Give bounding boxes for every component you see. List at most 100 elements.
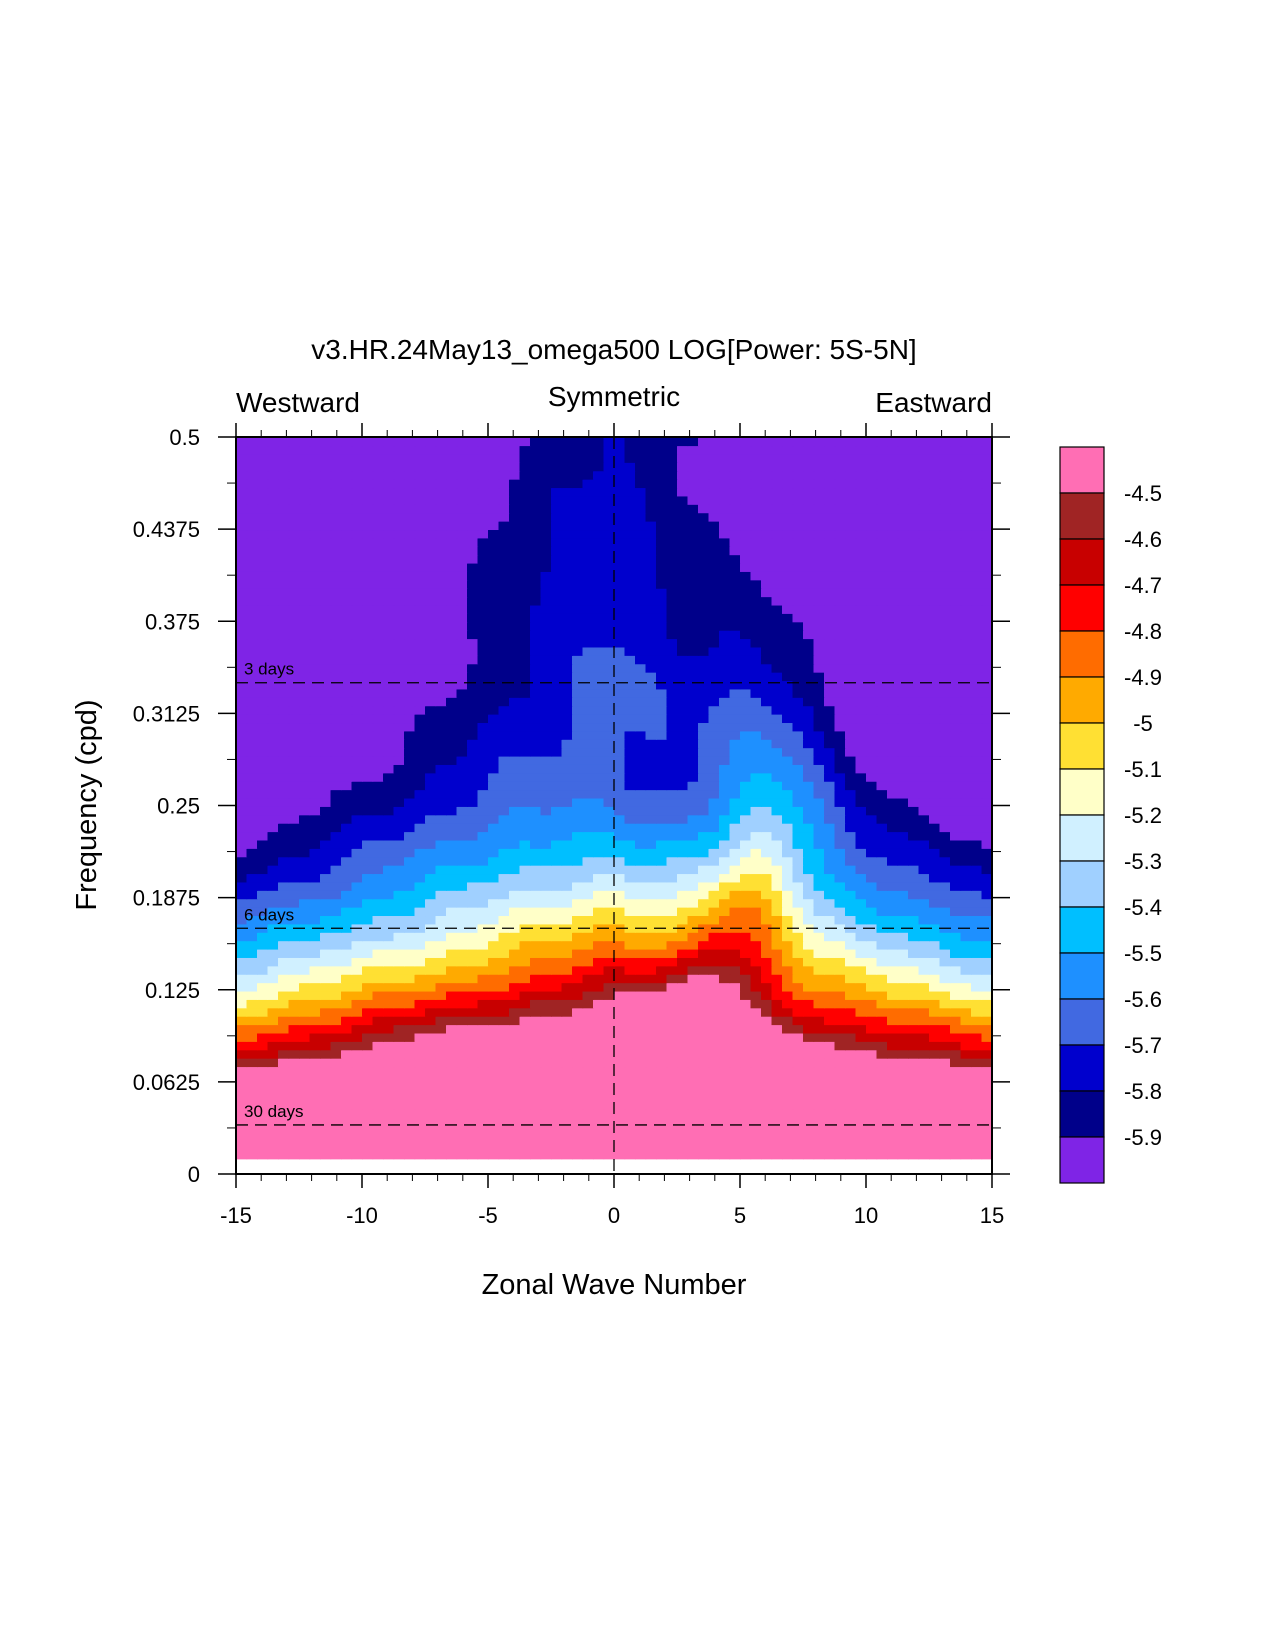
heatmap-cell [792, 797, 804, 807]
heatmap-cell [824, 982, 836, 992]
heatmap-cell [257, 898, 269, 908]
heatmap-cell [845, 646, 857, 656]
heatmap-cell [782, 848, 794, 858]
heatmap-cell [866, 932, 878, 942]
heatmap-cell [267, 965, 279, 975]
heatmap-cell [540, 999, 552, 1009]
heatmap-cell [351, 680, 363, 690]
heatmap-cell [603, 898, 615, 908]
heatmap-cell [572, 688, 584, 698]
heatmap-cell [299, 915, 311, 925]
heatmap-cell [876, 705, 888, 715]
heatmap-cell [929, 1016, 941, 1026]
heatmap-cell [351, 789, 363, 799]
heatmap-cell [362, 1057, 374, 1068]
heatmap-cell [246, 705, 258, 715]
heatmap-cell [467, 772, 479, 782]
heatmap-cell [918, 688, 930, 698]
heatmap-cell [593, 722, 605, 732]
heatmap-cell [393, 1133, 405, 1143]
heatmap-cell [813, 898, 825, 908]
heatmap-cell [299, 663, 311, 673]
heatmap-cell [288, 873, 300, 883]
heatmap-cell [855, 1133, 867, 1143]
heatmap-cell [656, 906, 668, 917]
heatmap-cell [855, 1150, 867, 1160]
heatmap-cell [404, 680, 416, 690]
heatmap-cell [393, 646, 405, 656]
heatmap-cell [561, 1125, 573, 1135]
heatmap-cell [404, 663, 416, 673]
heatmap-cell [687, 974, 699, 984]
heatmap-cell [939, 982, 951, 992]
heatmap-cell [278, 965, 290, 975]
heatmap-cell [645, 948, 657, 958]
heatmap-cell [540, 638, 552, 648]
heatmap-cell [414, 881, 426, 891]
heatmap-cell [498, 898, 510, 908]
heatmap-cell [908, 1091, 920, 1101]
heatmap-cell [908, 890, 920, 900]
heatmap-cell [887, 646, 899, 656]
heatmap-cell [540, 1099, 552, 1110]
heatmap-cell [278, 630, 290, 640]
heatmap-cell [299, 948, 311, 958]
heatmap-cell [981, 739, 992, 749]
heatmap-cell [530, 722, 542, 732]
heatmap-cell [561, 621, 573, 631]
heatmap-cell [803, 906, 815, 917]
heatmap-cell [404, 789, 416, 799]
heatmap-cell [677, 1057, 689, 1068]
heatmap-cell [425, 873, 437, 883]
heatmap-cell [530, 713, 542, 724]
heatmap-cell [372, 688, 384, 698]
heatmap-cell [614, 856, 626, 866]
heatmap-cell [971, 789, 983, 799]
heatmap-cell [561, 906, 573, 917]
heatmap-cell [698, 1007, 710, 1017]
heatmap-cell [645, 747, 657, 757]
heatmap-cell [929, 688, 941, 698]
heatmap-cell [981, 596, 992, 606]
heatmap-cell [761, 705, 773, 715]
heatmap-cell [362, 890, 374, 900]
heatmap-cell [635, 621, 647, 631]
heatmap-cell [918, 965, 930, 975]
heatmap-cell [246, 646, 258, 656]
heatmap-cell [645, 755, 657, 765]
heatmap-cell [540, 588, 552, 598]
heatmap-cell [803, 764, 815, 774]
heatmap-cell [572, 814, 584, 824]
heatmap-cell [351, 671, 363, 682]
heatmap-cell [635, 940, 647, 950]
heatmap-cell [614, 839, 626, 849]
heatmap-cell [635, 806, 647, 816]
heatmap-cell [792, 621, 804, 631]
heatmap-cell [834, 890, 846, 900]
heatmap-cell [656, 705, 668, 715]
heatmap-cell [813, 1032, 825, 1042]
heatmap-cell [488, 789, 500, 799]
heatmap-cell [246, 1108, 258, 1118]
heatmap-cell [456, 1083, 468, 1093]
heatmap-cell [834, 1074, 846, 1084]
heatmap-cell [719, 1032, 731, 1042]
heatmap-cell [246, 579, 258, 589]
heatmap-cell [698, 755, 710, 765]
heatmap-cell [740, 1066, 752, 1076]
heatmap-cell [666, 697, 678, 707]
heatmap-cell [498, 831, 510, 841]
heatmap-cell [845, 1032, 857, 1042]
heatmap-cell [288, 1116, 300, 1126]
heatmap-cell [446, 1083, 458, 1093]
heatmap-cell [257, 789, 269, 799]
heatmap-cell [897, 1007, 909, 1017]
heatmap-cell [288, 688, 300, 698]
heatmap-cell [666, 957, 678, 967]
heatmap-cell [246, 764, 258, 774]
heatmap-cell [803, 730, 815, 740]
heatmap-cell [509, 781, 521, 791]
heatmap-cell [656, 873, 668, 883]
heatmap-cell [561, 663, 573, 673]
heatmap-cell [593, 957, 605, 967]
